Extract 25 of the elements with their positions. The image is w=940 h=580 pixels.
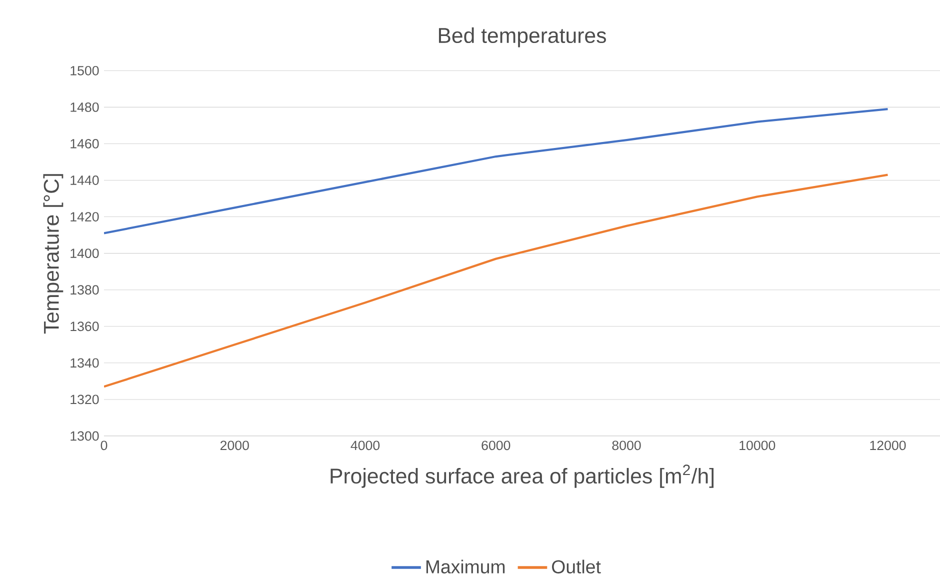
y-tick-label: 1300	[70, 431, 99, 441]
x-tick-label: 2000	[220, 440, 249, 450]
y-tick-label: 1400	[70, 248, 99, 258]
y-tick-label: 1460	[70, 139, 99, 148]
legend-label: Maximum	[426, 560, 505, 574]
x-tick-label: 0	[100, 440, 108, 450]
legend-label: Outlet	[552, 560, 601, 574]
y-tick-label: 1340	[70, 358, 99, 368]
y-tick-label: 1360	[70, 322, 99, 332]
line-series	[104, 174, 889, 388]
y-tick-label: 1500	[70, 66, 99, 76]
x-axis-title: Projected surface area of particles [m$^{2}$/h]	[330, 464, 714, 488]
y-tick-label: 1420	[70, 212, 99, 222]
y-tick-label: 1320	[70, 394, 99, 404]
x-tick-label: 6000	[482, 440, 510, 450]
x-tick-label: 12000	[870, 440, 906, 450]
x-tick-label: 10000	[740, 440, 776, 450]
x-tick-label: 4000	[350, 440, 380, 450]
line-series	[104, 108, 889, 234]
y-tick-label: 1440	[70, 176, 99, 185]
y-axis-title: Temperature [°C]	[43, 174, 64, 334]
chart-title: Bed temperatures	[438, 27, 606, 48]
x-tick-label: 8000	[612, 440, 641, 450]
y-tick-label: 1480	[70, 102, 99, 112]
y-tick-label: 1380	[70, 285, 99, 295]
